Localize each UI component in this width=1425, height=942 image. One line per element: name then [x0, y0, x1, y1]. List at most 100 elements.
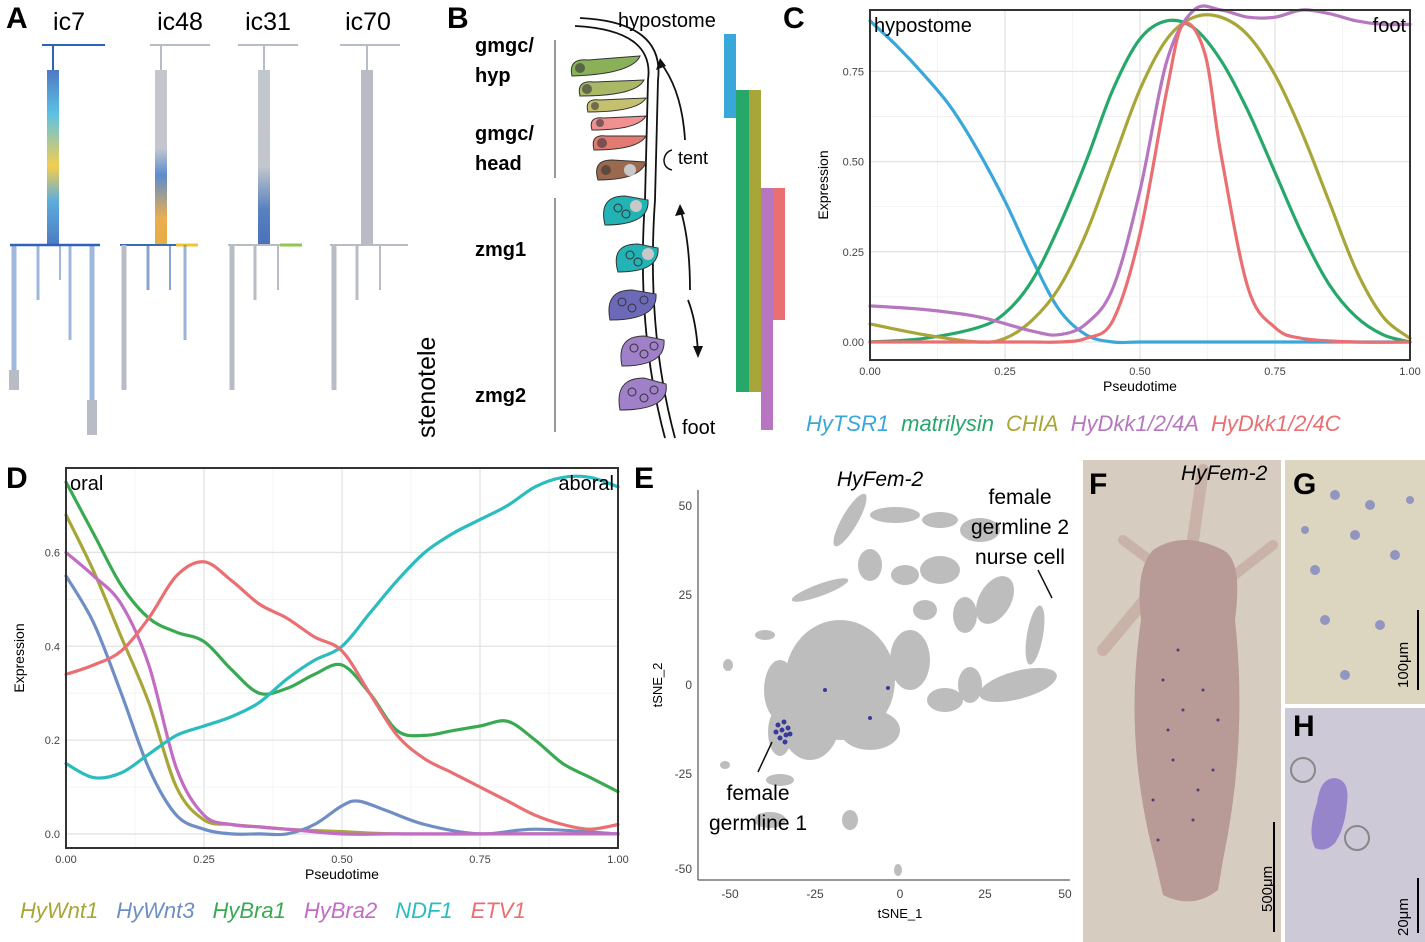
chart-d-xtick-label: 0.50: [331, 854, 352, 866]
tree-title-ic7: ic7: [53, 8, 85, 36]
tsne-xtick-4: 50: [1058, 887, 1072, 901]
panel-c-legend: HyTSR1 matrilysin CHIA HyDkk1/2/4A HyDkk…: [806, 411, 1341, 437]
scale-label-h: 20μm: [1395, 898, 1412, 936]
expression-bar-hydkk-c: [773, 188, 785, 320]
expression-bar-hydkk-a: [761, 188, 773, 430]
expression-bar-hytsr1: [724, 34, 736, 118]
chart-d-corner-right: aboral: [558, 473, 614, 495]
panel-letter-h: H: [1293, 710, 1315, 743]
tsne-ytick-0: 50: [679, 499, 693, 513]
migration-arrow-up-2: [675, 204, 691, 291]
cell-1: [570, 55, 641, 77]
legend-d-4: NDF1: [395, 898, 453, 923]
tsne-annotation-1: female germline 1: [709, 782, 807, 835]
chart-d-xtick-label: 0.75: [469, 854, 490, 866]
tree-title-ic48: ic48: [157, 8, 203, 36]
tsne-ytick-3: -25: [675, 767, 693, 781]
migration-arrow-down: [687, 299, 703, 358]
panel-letter-c: C: [783, 2, 805, 35]
scale-label-f: 500μm: [1259, 865, 1276, 912]
panel-letter-b: B: [447, 2, 469, 35]
chart-d-xtick-label: 1.00: [607, 854, 628, 866]
chart-d-series-line-4: [64, 474, 620, 780]
scale-bar-h: [1417, 878, 1419, 933]
chart-d-series-line-3: [64, 550, 620, 836]
chart-c-series-line-4: [868, 21, 1412, 344]
h-image: [1285, 708, 1425, 942]
legend-d-2: HyBra1: [212, 898, 286, 923]
tsne-ytick-2: 0: [685, 678, 692, 692]
chart-d-frame: [65, 467, 619, 849]
legend-d-0: HyWnt1: [20, 898, 99, 923]
chart-c-xtick-label: 1.00: [1399, 366, 1420, 378]
cell-8: [615, 243, 659, 273]
chart-c-xlabel: Pseudotime: [1103, 378, 1177, 394]
tsne-annotation-2: female germline 2 nurse cell: [971, 486, 1069, 569]
tsne-ytick-4: -50: [675, 862, 693, 876]
panel-g-photo: G 100μm: [1285, 460, 1425, 704]
scale-label-g: 100μm: [1395, 641, 1412, 688]
chart-d-xtick-label: 0.25: [193, 854, 214, 866]
chart-d-series-line-2: [64, 480, 620, 794]
panel-h-photo: H 20μm: [1285, 708, 1425, 942]
tsne-ytick-1: 25: [679, 588, 693, 602]
panel-a-trees: ic7 ic48 ic31 ic70: [9, 8, 441, 438]
tsne-ylabel: tSNE_2: [650, 663, 665, 708]
panel-letter-f: F: [1089, 468, 1108, 501]
chart-d-series-line-5: [64, 560, 620, 831]
panel-d-chart: 0.00 0.25 0.50 0.75 1.00 0.0 0.2 0.4 0.6 Pseudoti…: [11, 467, 629, 882]
tree-ic70: [330, 44, 408, 435]
tsne-title: HyFem-2: [837, 468, 924, 491]
chart-c-plot-area: 0.00 0.25 0.50 0.75 1.00 0.00 0.25 0.50 0.75 Pseu…: [815, 4, 1421, 394]
panel-b-schematic: hypostome foot tent gmgc/hyp gmgc/head z…: [475, 10, 785, 439]
tsne-highlighted-cells: [773, 686, 890, 745]
stenotele-label: stenotele: [413, 337, 441, 438]
photo-f-title: HyFem-2: [1181, 462, 1268, 485]
chart-c-xtick-label: 0.25: [994, 366, 1015, 378]
chart-d-ytick-label: 0.6: [45, 547, 60, 559]
panel-f-photo: F HyFem-2 500μm: [1083, 460, 1281, 942]
tent-bracket: [663, 149, 673, 171]
tsne-y-axis: 50 25 0 -25 -50 tSNE_2: [650, 490, 699, 880]
chart-c-series-line-3: [868, 4, 1412, 337]
tsne-xtick-1: -25: [806, 887, 824, 901]
chart-c-ytick-label: 0.50: [843, 157, 864, 169]
tree-title-ic31: ic31: [245, 8, 291, 36]
chart-d-corner-left: oral: [70, 473, 103, 495]
chart-d-ytick-label: 0.0: [45, 829, 60, 841]
cell-2: [578, 79, 645, 97]
scale-bar-f: [1273, 822, 1275, 932]
chart-c-ytick-label: 0.25: [843, 247, 864, 259]
chart-d-plot-area: 0.00 0.25 0.50 0.75 1.00 0.0 0.2 0.4 0.6 Pseudoti…: [11, 467, 629, 882]
chart-c-series-line-0: [868, 19, 1412, 345]
legend-c-3: HyDkk1/2/4A: [1070, 411, 1199, 436]
g-image: [1285, 460, 1425, 704]
panel-d-legend: HyWnt1 HyWnt3 HyBra1 HyBra2 NDF1 ETV1: [20, 898, 526, 924]
panel-letter-e: E: [634, 462, 655, 495]
legend-c-4: HyDkk1/2/4C: [1210, 411, 1341, 436]
legend-d-1: HyWnt3: [116, 898, 195, 923]
chart-d-ylabel: Expression: [11, 623, 27, 692]
chart-d-ytick-label: 0.4: [45, 641, 60, 653]
cell-10: [620, 335, 665, 367]
cell-11: [618, 377, 667, 411]
chart-d-xtick-label: 0.00: [55, 854, 76, 866]
stage-label-gmgc-hyp: gmgc/hyp: [475, 35, 534, 87]
chart-c-series-line-1: [868, 18, 1412, 344]
chart-c-frame: [869, 9, 1411, 361]
legend-d-5: ETV1: [470, 898, 526, 923]
legend-c-0: HyTSR1: [806, 411, 890, 436]
legend-c-1: matrilysin: [901, 411, 995, 436]
tsne-xtick-3: 25: [978, 887, 992, 901]
cell-6: [596, 159, 647, 181]
migration-arrow-up-1: [656, 58, 686, 141]
tsne-xtick-0: -50: [721, 887, 739, 901]
cell-5: [592, 135, 647, 151]
tree-ic48: [120, 44, 210, 435]
chart-c-ytick-label: 0.75: [843, 66, 864, 78]
tsne-xtick-2: 0: [897, 887, 904, 901]
chart-d-series-line-1: [64, 574, 620, 837]
chart-c-xtick-label: 0.75: [1264, 366, 1285, 378]
panel-letter-d: D: [6, 462, 28, 495]
cell-4: [590, 115, 647, 131]
